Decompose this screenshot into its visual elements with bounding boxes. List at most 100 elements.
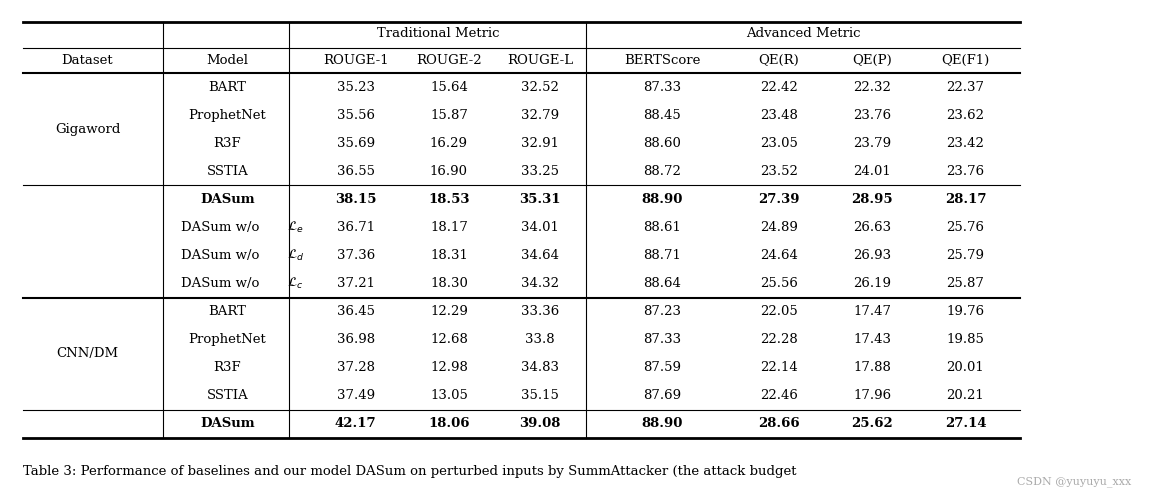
Text: 32.52: 32.52 bbox=[521, 81, 559, 94]
Text: DASum w/o: DASum w/o bbox=[181, 249, 264, 262]
Text: 36.98: 36.98 bbox=[337, 333, 374, 346]
Text: 33.36: 33.36 bbox=[521, 305, 559, 318]
Text: 12.29: 12.29 bbox=[430, 305, 468, 318]
Text: 23.76: 23.76 bbox=[947, 165, 984, 178]
Text: 87.69: 87.69 bbox=[644, 389, 681, 402]
Text: 25.87: 25.87 bbox=[947, 277, 984, 290]
Text: 18.30: 18.30 bbox=[430, 277, 468, 290]
Text: 39.08: 39.08 bbox=[519, 417, 561, 430]
Text: 26.19: 26.19 bbox=[854, 277, 891, 290]
Text: DASum: DASum bbox=[201, 193, 254, 206]
Text: 16.90: 16.90 bbox=[430, 165, 468, 178]
Text: 18.17: 18.17 bbox=[430, 221, 468, 234]
Text: 37.28: 37.28 bbox=[337, 361, 374, 374]
Text: 34.83: 34.83 bbox=[521, 361, 559, 374]
Text: CSDN @yuyuyu_xxx: CSDN @yuyuyu_xxx bbox=[1017, 476, 1131, 487]
Text: 18.53: 18.53 bbox=[428, 193, 470, 206]
Text: ProphetNet: ProphetNet bbox=[189, 109, 266, 122]
Text: BART: BART bbox=[209, 81, 246, 94]
Text: 34.01: 34.01 bbox=[521, 221, 559, 234]
Text: 27.39: 27.39 bbox=[758, 193, 800, 206]
Text: 25.56: 25.56 bbox=[760, 277, 798, 290]
Text: SSTIA: SSTIA bbox=[206, 389, 248, 402]
Text: 22.14: 22.14 bbox=[760, 361, 798, 374]
Text: 23.05: 23.05 bbox=[760, 137, 798, 150]
Text: 87.59: 87.59 bbox=[644, 361, 681, 374]
Text: 23.52: 23.52 bbox=[760, 165, 798, 178]
Text: 88.90: 88.90 bbox=[641, 417, 683, 430]
Text: BERTScore: BERTScore bbox=[624, 54, 701, 66]
Text: 28.95: 28.95 bbox=[851, 193, 893, 206]
Text: 17.43: 17.43 bbox=[854, 333, 891, 346]
Text: ROUGE-L: ROUGE-L bbox=[507, 54, 573, 66]
Text: 20.21: 20.21 bbox=[947, 389, 984, 402]
Text: 16.29: 16.29 bbox=[430, 137, 468, 150]
Text: 87.33: 87.33 bbox=[644, 81, 681, 94]
Text: 88.60: 88.60 bbox=[644, 137, 681, 150]
Text: 32.79: 32.79 bbox=[521, 109, 559, 122]
Text: 23.48: 23.48 bbox=[760, 109, 798, 122]
Text: R3F: R3F bbox=[213, 361, 241, 374]
Text: $\mathcal{L}_e$: $\mathcal{L}_e$ bbox=[287, 220, 304, 235]
Text: 22.32: 22.32 bbox=[854, 81, 891, 94]
Text: 24.89: 24.89 bbox=[760, 221, 798, 234]
Text: 23.62: 23.62 bbox=[947, 109, 984, 122]
Text: 19.85: 19.85 bbox=[947, 333, 984, 346]
Text: 17.96: 17.96 bbox=[854, 389, 891, 402]
Text: Traditional Metric: Traditional Metric bbox=[377, 27, 499, 40]
Text: 23.79: 23.79 bbox=[854, 137, 891, 150]
Text: 88.64: 88.64 bbox=[644, 277, 681, 290]
Text: 12.98: 12.98 bbox=[430, 361, 468, 374]
Text: 88.72: 88.72 bbox=[644, 165, 681, 178]
Text: QE(P): QE(P) bbox=[852, 54, 892, 66]
Text: 38.15: 38.15 bbox=[335, 193, 377, 206]
Text: $\mathcal{L}_c$: $\mathcal{L}_c$ bbox=[287, 276, 303, 291]
Text: 24.01: 24.01 bbox=[854, 165, 891, 178]
Text: ROUGE-2: ROUGE-2 bbox=[416, 54, 482, 66]
Text: 12.68: 12.68 bbox=[430, 333, 468, 346]
Text: 37.49: 37.49 bbox=[337, 389, 374, 402]
Text: DASum: DASum bbox=[201, 417, 254, 430]
Text: 88.71: 88.71 bbox=[644, 249, 681, 262]
Text: 26.63: 26.63 bbox=[854, 221, 891, 234]
Text: ProphetNet: ProphetNet bbox=[189, 333, 266, 346]
Text: 87.33: 87.33 bbox=[644, 333, 681, 346]
Text: 17.47: 17.47 bbox=[854, 305, 891, 318]
Text: SSTIA: SSTIA bbox=[206, 165, 248, 178]
Text: 37.36: 37.36 bbox=[337, 249, 374, 262]
Text: DASum w/o: DASum w/o bbox=[181, 277, 264, 290]
Text: 17.88: 17.88 bbox=[854, 361, 891, 374]
Text: 18.31: 18.31 bbox=[430, 249, 468, 262]
Text: 22.46: 22.46 bbox=[760, 389, 798, 402]
Text: 20.01: 20.01 bbox=[947, 361, 984, 374]
Text: ROUGE-1: ROUGE-1 bbox=[323, 54, 388, 66]
Text: 36.71: 36.71 bbox=[337, 221, 374, 234]
Text: 35.69: 35.69 bbox=[337, 137, 374, 150]
Text: 25.62: 25.62 bbox=[851, 417, 893, 430]
Text: 23.76: 23.76 bbox=[854, 109, 891, 122]
Text: 35.56: 35.56 bbox=[337, 109, 374, 122]
Text: 26.93: 26.93 bbox=[854, 249, 891, 262]
Text: 15.87: 15.87 bbox=[430, 109, 468, 122]
Text: 19.76: 19.76 bbox=[947, 305, 984, 318]
Text: 35.23: 35.23 bbox=[337, 81, 374, 94]
Text: 33.8: 33.8 bbox=[525, 333, 555, 346]
Text: Gigaword: Gigaword bbox=[55, 123, 120, 136]
Text: QE(F1): QE(F1) bbox=[941, 54, 990, 66]
Text: 25.79: 25.79 bbox=[947, 249, 984, 262]
Text: 22.37: 22.37 bbox=[947, 81, 984, 94]
Text: 88.45: 88.45 bbox=[644, 109, 681, 122]
Text: 87.23: 87.23 bbox=[644, 305, 681, 318]
Text: 36.55: 36.55 bbox=[337, 165, 374, 178]
Text: 27.14: 27.14 bbox=[944, 417, 986, 430]
Text: 35.15: 35.15 bbox=[521, 389, 559, 402]
Text: QE(R): QE(R) bbox=[759, 54, 799, 66]
Text: 23.42: 23.42 bbox=[947, 137, 984, 150]
Text: 24.64: 24.64 bbox=[760, 249, 798, 262]
Text: 34.32: 34.32 bbox=[521, 277, 559, 290]
Text: DASum w/o: DASum w/o bbox=[181, 221, 264, 234]
Text: 15.64: 15.64 bbox=[430, 81, 468, 94]
Text: 22.42: 22.42 bbox=[760, 81, 798, 94]
Text: $\mathcal{L}_d$: $\mathcal{L}_d$ bbox=[287, 248, 304, 263]
Text: Table 3: Performance of baselines and our model DASum on perturbed inputs by Sum: Table 3: Performance of baselines and ou… bbox=[23, 465, 796, 478]
